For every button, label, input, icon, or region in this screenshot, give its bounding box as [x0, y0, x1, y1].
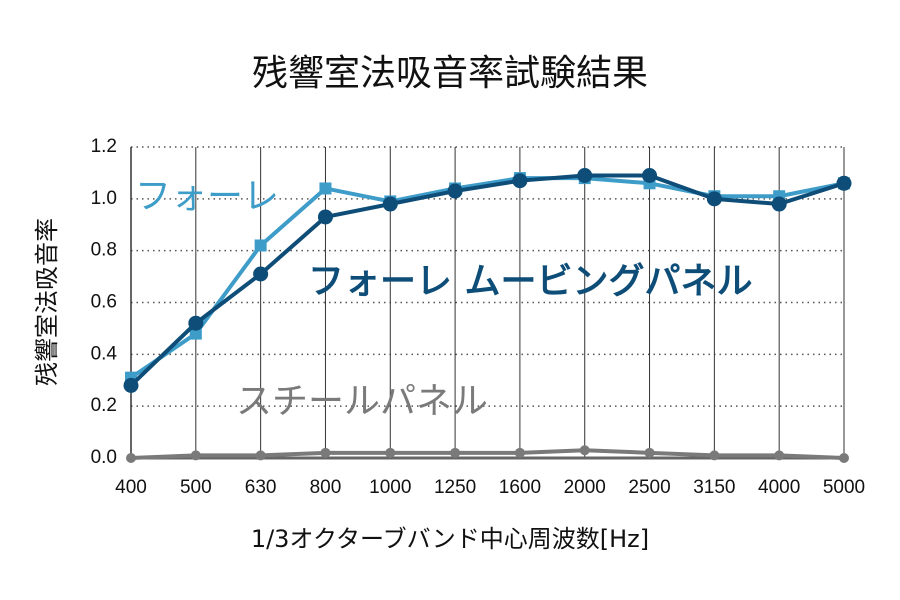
point: [253, 266, 269, 282]
y-tick-label: 0.2: [91, 395, 117, 416]
point: [123, 377, 139, 393]
point: [839, 453, 849, 463]
y-tick-label: 0.6: [91, 292, 117, 313]
point: [450, 447, 461, 458]
x-tick-label: 1600: [499, 477, 541, 498]
y-tick-label: 0.0: [91, 447, 117, 468]
y-axis-label: 残響室法吸音率: [33, 218, 61, 386]
y-tick-label: 0.8: [91, 240, 117, 261]
x-tick-label: 2000: [564, 477, 606, 498]
x-tick-label: 1250: [434, 477, 476, 498]
series-line: [130, 448, 845, 460]
point: [126, 453, 136, 463]
point: [644, 447, 655, 458]
point: [254, 239, 267, 252]
point: [512, 173, 528, 189]
point: [382, 196, 398, 212]
point: [447, 183, 463, 199]
point: [320, 447, 331, 458]
series-label: スチールパネル: [236, 381, 488, 422]
point: [319, 182, 332, 195]
point: [514, 447, 525, 458]
point: [709, 450, 720, 461]
point: [836, 175, 852, 191]
x-tick-label: 3150: [693, 477, 735, 498]
x-axis-label: 1/3オクターブバンド中心周波数[Hz]: [251, 525, 649, 553]
series-line: [129, 176, 845, 380]
point: [255, 450, 266, 461]
x-tick-label: 1000: [369, 477, 411, 498]
chart-title: 残響室法吸音率試験結果: [252, 53, 648, 94]
x-tick-label: 800: [310, 477, 342, 498]
point: [774, 450, 785, 461]
x-tick-label: 5000: [823, 477, 865, 498]
point: [771, 196, 787, 212]
x-tick-label: 2500: [628, 477, 670, 498]
series-line: [129, 173, 845, 387]
x-tick-label: 500: [180, 477, 212, 498]
y-tick-label: 0.4: [91, 343, 118, 364]
series-label: フォーレ ムービングパネル: [308, 261, 753, 302]
series-label: フォーレ: [135, 176, 279, 217]
x-tick-label: 400: [115, 477, 147, 498]
point: [385, 447, 396, 458]
point: [579, 445, 590, 456]
y-tick-label: 1.2: [91, 136, 117, 157]
point: [577, 168, 593, 184]
x-tick-label: 4000: [758, 477, 800, 498]
point: [642, 168, 658, 184]
y-tick-label: 1.0: [91, 188, 117, 209]
point: [190, 450, 201, 461]
x-tick-label: 630: [245, 477, 277, 498]
point: [189, 327, 202, 340]
point: [317, 209, 333, 225]
point: [188, 315, 204, 331]
point: [706, 191, 722, 207]
